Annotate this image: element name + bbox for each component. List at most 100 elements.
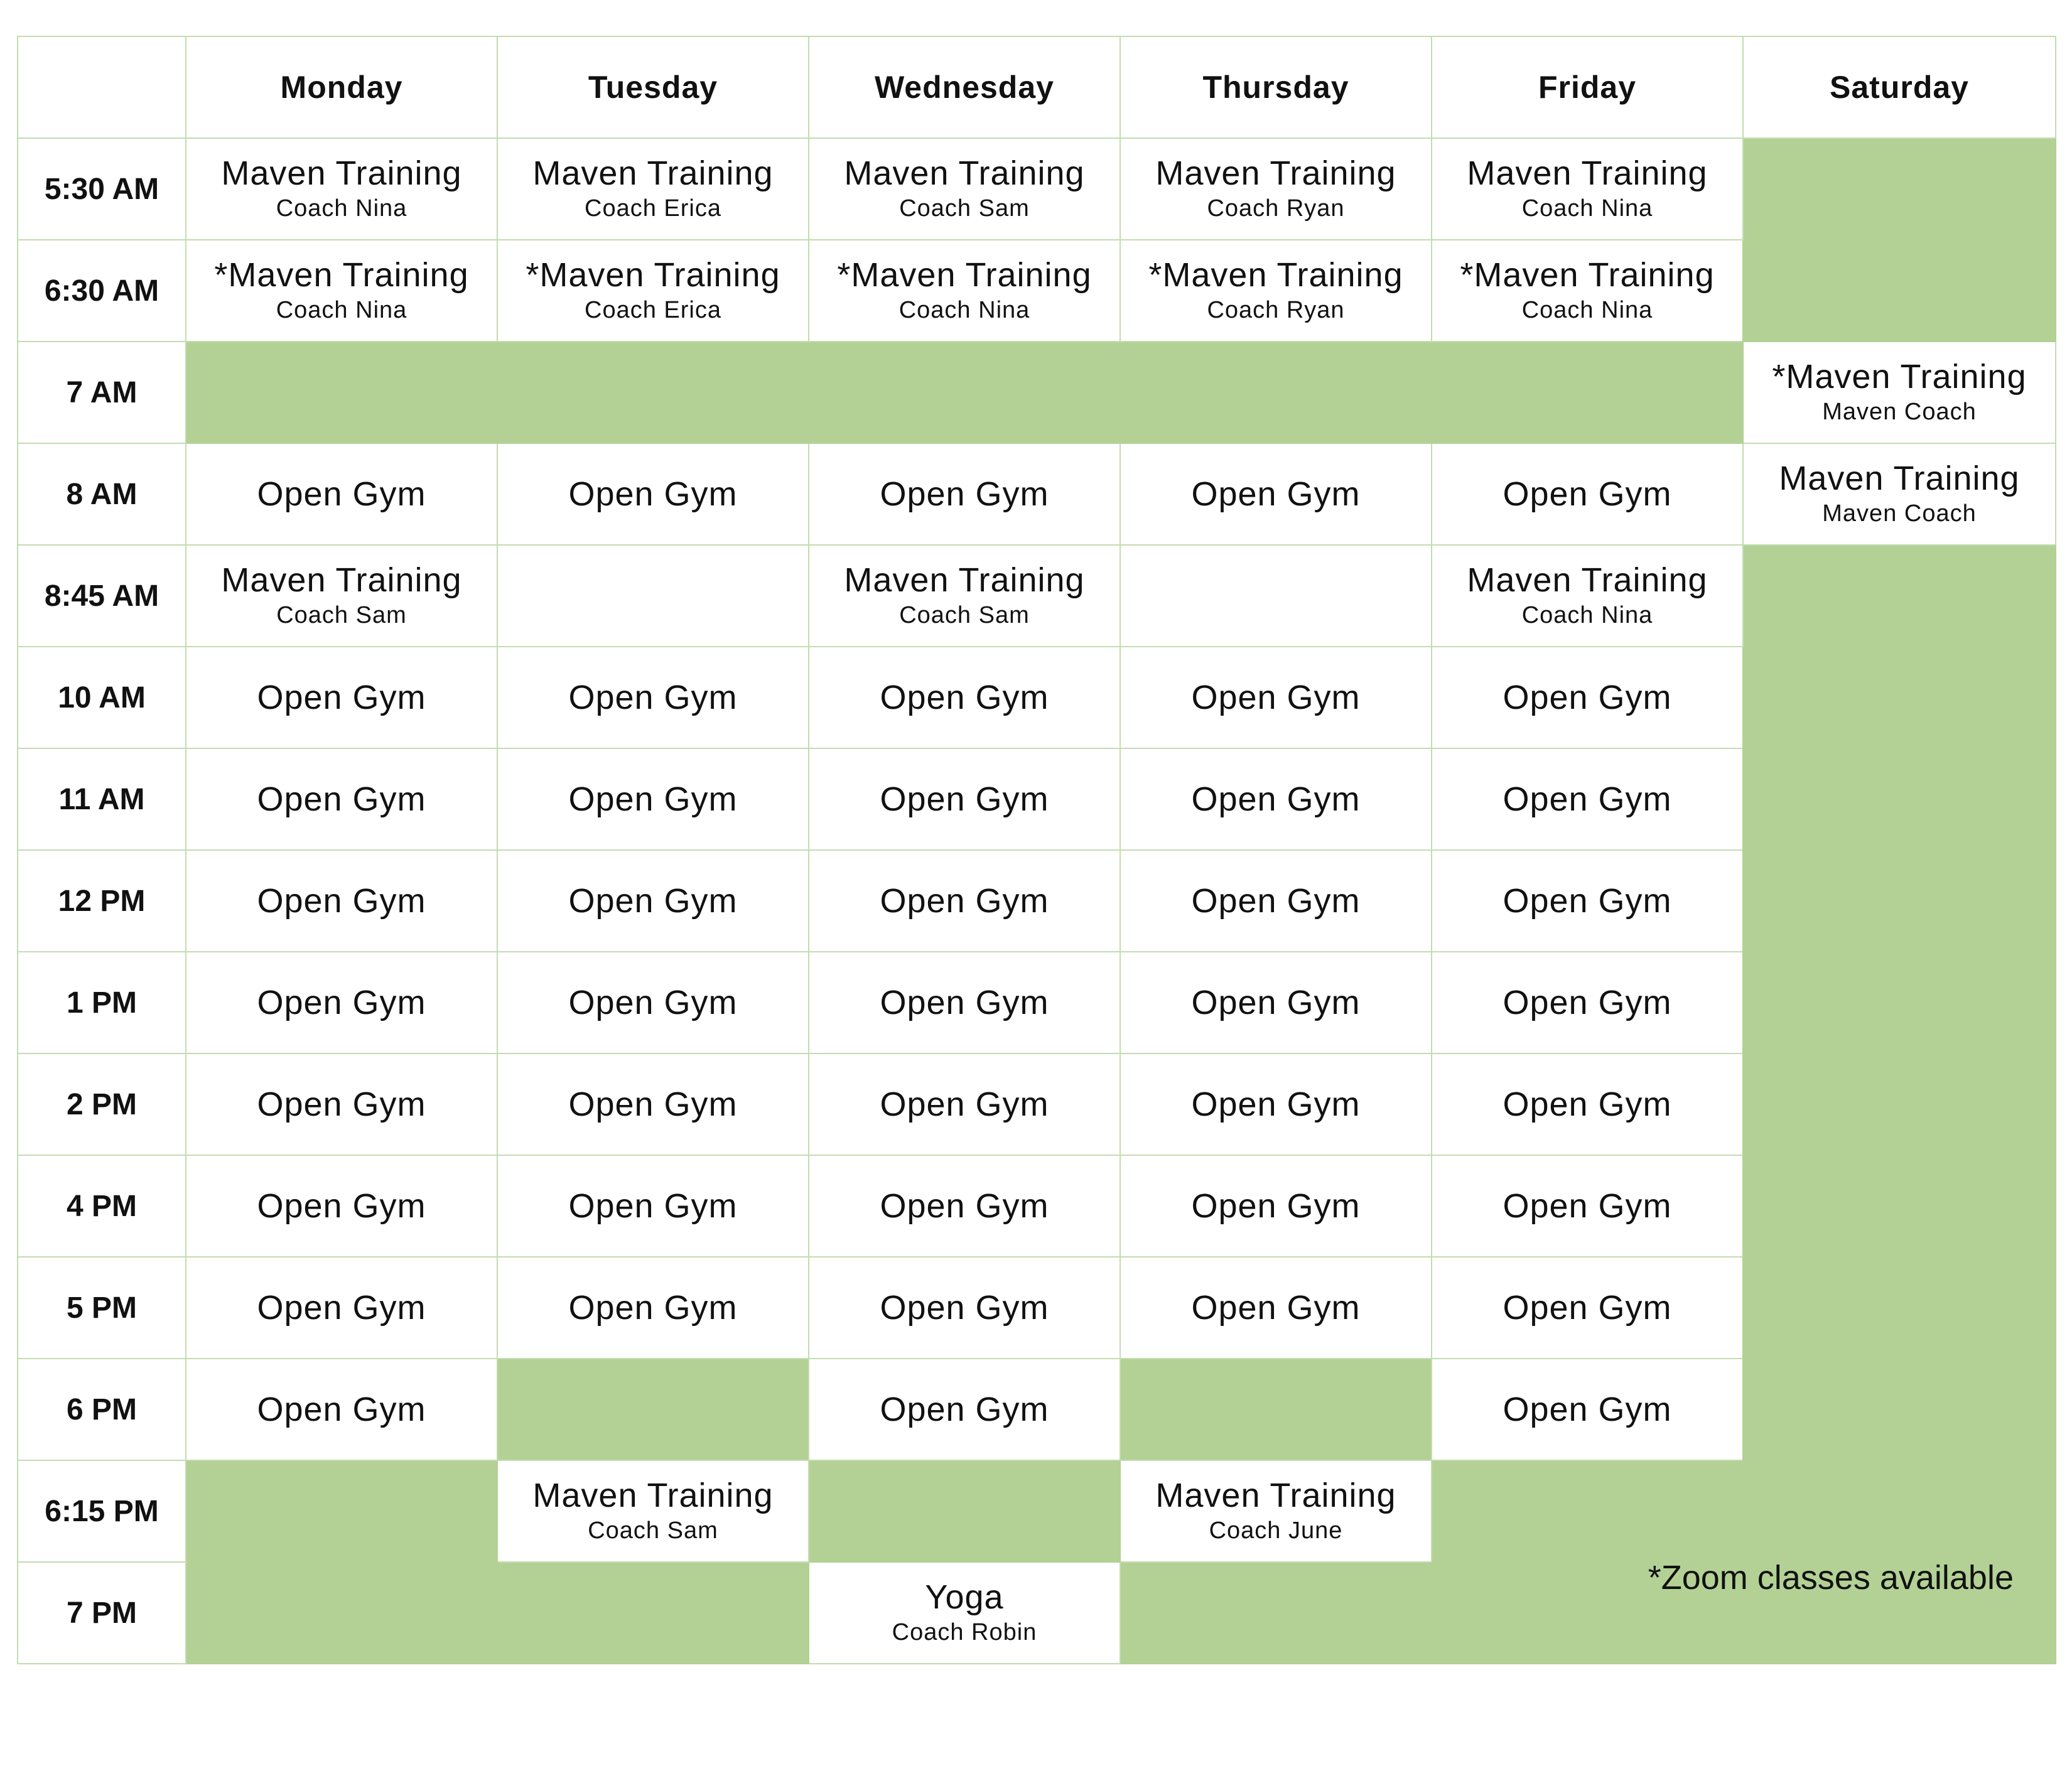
- zoom-footnote: *Zoom classes available: [1648, 1559, 2014, 1597]
- class-cell: Open Gym: [1120, 748, 1432, 851]
- coach-name: Coach Ryan: [1207, 297, 1345, 323]
- class-name: Open Gym: [257, 475, 426, 513]
- class-name: Maven Training: [844, 561, 1085, 599]
- class-name: Maven Training: [1155, 154, 1396, 192]
- class-name: Open Gym: [568, 882, 738, 920]
- class-name: Maven Training: [844, 154, 1085, 192]
- time-row: 6 PM Open Gym Open Gym Open Gym: [17, 1358, 2056, 1461]
- closed-cell: [497, 1358, 809, 1461]
- class-cell: *Maven Training Coach Ryan: [1120, 239, 1432, 342]
- time-row: 12 PM Open Gym Open Gym Open Gym Open Gy…: [17, 849, 2056, 952]
- class-cell: Open Gym: [1120, 1155, 1432, 1258]
- time-row: 5:30 AM Maven Training Coach Nina Maven T…: [17, 137, 2056, 342]
- class-name: Open Gym: [257, 1187, 426, 1225]
- time-label: 2 PM: [17, 1053, 186, 1156]
- class-name: Open Gym: [1503, 1391, 1672, 1428]
- coach-name: Coach Nina: [276, 195, 407, 222]
- class-name: Open Gym: [880, 1289, 1049, 1327]
- time-row: 6:30 AM *Maven Training Coach Nina *Maven…: [17, 239, 2056, 342]
- closed-cell: [808, 1460, 1121, 1563]
- class-name: Open Gym: [1503, 1289, 1672, 1327]
- class-name: Open Gym: [568, 1187, 738, 1225]
- time-row: 5 PM Open Gym Open Gym Open Gym Open Gym…: [17, 1256, 2056, 1359]
- coach-name: Coach Nina: [1521, 195, 1653, 222]
- class-cell: Open Gym: [497, 443, 809, 546]
- time-label: 5:30 AM: [17, 137, 186, 240]
- class-name: Open Gym: [568, 475, 738, 513]
- coach-name: Coach Nina: [898, 297, 1030, 323]
- time-row: 7 AM *Maven Training Maven Coach: [17, 341, 2056, 444]
- class-name: Open Gym: [1191, 679, 1361, 716]
- closed-cell: [185, 341, 1744, 444]
- class-name: Open Gym: [880, 1085, 1049, 1123]
- coach-name: Coach Nina: [1521, 602, 1653, 628]
- closed-cell: [1120, 1358, 1432, 1461]
- class-cell: Open Gym: [185, 1053, 498, 1156]
- coach-name: Coach Erica: [585, 297, 721, 323]
- class-name: Maven Training: [1779, 460, 2020, 497]
- time-label: 7 PM: [17, 1561, 186, 1664]
- class-name: *Maven Training: [1460, 256, 1715, 294]
- class-name: Maven Training: [221, 154, 462, 192]
- class-name: Open Gym: [257, 780, 426, 818]
- class-cell: Open Gym: [1120, 849, 1432, 952]
- time-label: 5 PM: [17, 1256, 186, 1359]
- corner-cell: [17, 36, 186, 139]
- class-name: *Maven Training: [214, 256, 469, 294]
- class-cell: Open Gym: [185, 646, 498, 749]
- class-name: Open Gym: [568, 1289, 738, 1327]
- class-cell: Maven Training Coach Erica: [497, 137, 809, 240]
- class-cell: Maven Training Coach Sam: [497, 1460, 809, 1563]
- class-name: Open Gym: [1191, 1289, 1361, 1327]
- class-name: Open Gym: [1191, 780, 1361, 818]
- class-cell: Maven Training Coach June: [1120, 1460, 1432, 1563]
- class-name: Open Gym: [257, 882, 426, 920]
- class-name: Open Gym: [1191, 882, 1361, 920]
- time-row: 6:15 PM Maven Training Coach Sam Maven Tr…: [17, 1460, 2056, 1664]
- time-label: 6:15 PM: [17, 1460, 186, 1563]
- class-name: Open Gym: [1191, 475, 1361, 513]
- day-header-monday: Monday: [185, 36, 498, 139]
- empty-cell: [497, 544, 809, 647]
- class-name: *Maven Training: [1148, 256, 1403, 294]
- class-cell: Open Gym: [1431, 443, 1744, 546]
- coach-name: Coach Sam: [276, 602, 407, 628]
- class-name: Open Gym: [257, 1085, 426, 1123]
- time-row: 4 PM Open Gym Open Gym Open Gym Open Gym…: [17, 1155, 2056, 1258]
- coach-name: Coach Nina: [1521, 297, 1653, 323]
- class-cell: Open Gym: [1431, 1155, 1744, 1258]
- coach-name: Coach Nina: [276, 297, 407, 323]
- class-cell: Open Gym: [1431, 849, 1744, 952]
- coach-name: Coach Sam: [899, 602, 1030, 628]
- class-cell: Maven Training Coach Sam: [185, 544, 498, 647]
- coach-name: Coach Sam: [899, 195, 1030, 222]
- class-cell: Maven Training Coach Sam: [808, 137, 1121, 240]
- class-name: Maven Training: [1467, 561, 1708, 599]
- class-name: Open Gym: [880, 1187, 1049, 1225]
- day-header-friday: Friday: [1431, 36, 1744, 139]
- class-name: Open Gym: [568, 1085, 738, 1123]
- class-name: Open Gym: [1191, 1187, 1361, 1225]
- class-cell: Open Gym: [185, 849, 498, 952]
- class-cell: *Maven Training Coach Erica: [497, 239, 809, 342]
- class-cell: Open Gym: [185, 1256, 498, 1359]
- coach-name: Maven Coach: [1822, 500, 1977, 527]
- time-label: 8:45 AM: [17, 544, 186, 647]
- class-name: Maven Training: [532, 154, 774, 192]
- time-label: 10 AM: [17, 646, 186, 749]
- class-cell: Open Gym: [808, 951, 1121, 1054]
- class-cell: Open Gym: [497, 1053, 809, 1156]
- empty-cell: [1120, 544, 1432, 647]
- class-cell: Open Gym: [808, 1053, 1121, 1156]
- day-header-saturday: Saturday: [1742, 36, 2056, 139]
- class-cell: Open Gym: [497, 646, 809, 749]
- class-cell: Open Gym: [1120, 1053, 1432, 1156]
- class-cell: Open Gym: [1431, 1053, 1744, 1156]
- class-cell: Open Gym: [185, 951, 498, 1054]
- coach-name: Coach Robin: [892, 1619, 1037, 1646]
- day-header-wednesday: Wednesday: [808, 36, 1121, 139]
- class-cell: Yoga Coach Robin: [808, 1561, 1121, 1664]
- class-name: Open Gym: [1503, 1187, 1672, 1225]
- time-label: 6 PM: [17, 1358, 186, 1461]
- class-cell: *Maven Training Coach Nina: [808, 239, 1121, 342]
